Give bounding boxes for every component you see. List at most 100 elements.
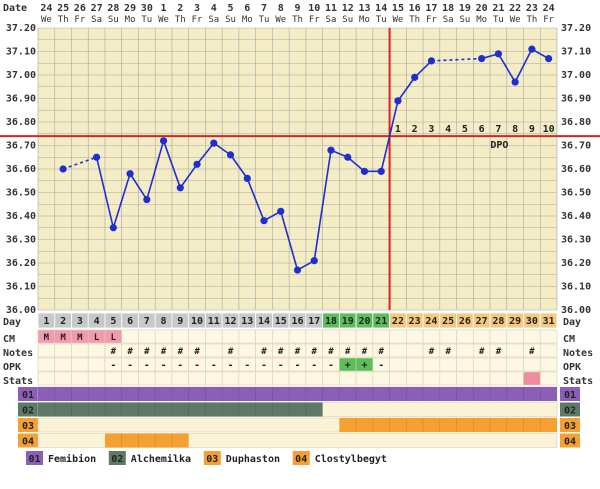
cm-cell [322, 329, 340, 344]
cycle-day-label: 27 [476, 316, 488, 327]
notes-row-label: Notes [3, 348, 33, 359]
temperature-point [310, 257, 318, 265]
dpo-number: 7 [495, 124, 501, 135]
medication-id-label: 03 [22, 421, 34, 432]
weekday-label: Mo [359, 15, 370, 25]
opk-negative-mark: - [211, 360, 217, 371]
opk-row-label: OPK [3, 362, 21, 373]
weekday-label: Sa [443, 15, 454, 25]
stats-row-label: Stats [3, 376, 33, 387]
weekday-label: Fr [192, 15, 203, 25]
medication-id-box-right [560, 433, 580, 448]
y-tick-label-right: 36.70 [561, 141, 591, 152]
opk-cell [406, 357, 424, 372]
date-number-label: 18 [442, 3, 454, 14]
temperature-point [511, 78, 519, 86]
stats-cell [305, 371, 323, 386]
medication-id-box [18, 433, 38, 448]
notes-mark: # [529, 347, 535, 357]
opk-cell [422, 357, 441, 372]
date-number-label: 29 [124, 3, 136, 14]
weekday-label: Th [58, 15, 69, 25]
cm-value: M [60, 333, 66, 343]
medication-id-label-right: 01 [564, 390, 576, 401]
y-tick-label-right: 36.20 [561, 258, 591, 269]
weekday-label: We [158, 15, 169, 25]
stats-cell [439, 371, 457, 386]
stats-cell [539, 371, 558, 386]
legend-name: Femibion [48, 453, 96, 465]
cm-cell [121, 329, 139, 344]
temperature-point [545, 54, 553, 63]
stats-cell [221, 371, 240, 386]
weekday-label: Tu [376, 15, 387, 25]
y-tick-label: 36.70 [6, 141, 36, 152]
weekday-label: Th [409, 15, 420, 25]
temperature-line-gap [431, 57, 482, 62]
y-tick-label: 36.60 [6, 164, 36, 175]
dpo-number: 4 [445, 124, 451, 135]
weekday-label: We [41, 15, 52, 25]
opk-negative-mark: - [278, 360, 284, 371]
y-tick-label-right: 36.30 [561, 235, 591, 246]
stats-cell [422, 371, 441, 386]
temperature-point [377, 167, 385, 175]
notes-mark: # [278, 347, 284, 357]
cycle-day-label: 19 [342, 316, 354, 327]
cm-cell [506, 329, 524, 344]
legend-id: 02 [111, 454, 123, 465]
y-tick-label-right: 37.00 [561, 70, 591, 81]
opk-negative-mark: - [161, 360, 167, 371]
legend-id: 01 [28, 454, 40, 465]
medication-bar [104, 433, 189, 448]
date-corner-label: Date [3, 3, 27, 14]
date-number-label: 13 [358, 3, 370, 14]
cm-cell [205, 329, 223, 344]
medication-id-box-right [560, 387, 580, 401]
cm-row-label-right: CM [563, 334, 575, 345]
cm-cell [154, 329, 173, 344]
date-number-label: 20 [476, 3, 488, 14]
temperature-point [394, 97, 402, 105]
temperature-line-segment [129, 173, 148, 200]
stats-cell [138, 371, 156, 386]
medication-id-box-right [560, 418, 580, 432]
date-number-label: 1 [161, 3, 167, 14]
date-number-label: 21 [492, 3, 504, 14]
cycle-day-label: 14 [258, 316, 270, 327]
date-number-label: 22 [509, 3, 521, 14]
date-number-label: 8 [278, 3, 284, 14]
y-tick-label: 36.10 [6, 282, 36, 293]
legend-name: Alchemilka [131, 453, 191, 465]
cycle-day-label: 22 [392, 316, 404, 327]
cycle-day-label: 31 [543, 316, 555, 327]
legend-name: Duphaston [226, 454, 280, 465]
day-row-label: Day [3, 317, 21, 328]
notes-mark: # [479, 347, 485, 357]
cm-value: L [111, 333, 117, 343]
date-number-label: 24 [40, 3, 52, 14]
cycle-day-label: 28 [492, 316, 504, 327]
stats-cell [205, 371, 223, 386]
stats-cell [322, 371, 340, 386]
y-tick-label-right: 36.10 [561, 282, 591, 293]
stats-cell [54, 371, 72, 386]
temperature-line-segment [179, 163, 198, 189]
notes-mark: # [261, 347, 267, 357]
y-tick-label: 36.20 [6, 258, 36, 269]
weekday-label: Fr [74, 15, 85, 25]
y-tick-label: 37.10 [6, 47, 36, 58]
weekday-label: Fr [426, 15, 437, 25]
temperature-line-segment [162, 140, 182, 189]
date-number-label: 6 [244, 3, 250, 14]
notes-mark: # [345, 347, 351, 357]
medication-id-box [18, 402, 38, 417]
y-tick-label-right: 36.60 [561, 164, 591, 175]
medication-bar [339, 418, 557, 432]
cycle-day-label: 17 [308, 316, 320, 327]
stats-cell [456, 371, 474, 386]
date-number-label: 15 [392, 3, 404, 14]
stats-cell [87, 371, 106, 386]
cm-cell [305, 329, 323, 344]
cm-cell [439, 329, 457, 344]
